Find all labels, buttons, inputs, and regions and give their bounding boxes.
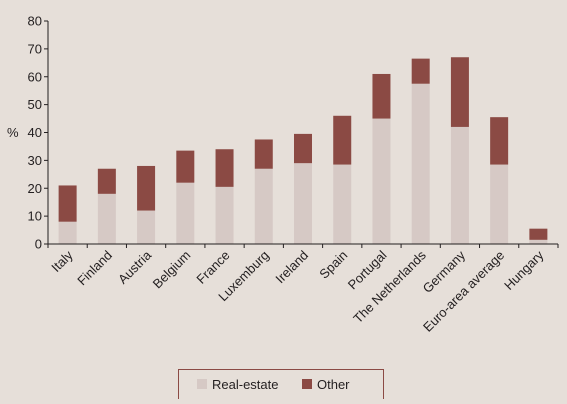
bar-other-italy	[58, 185, 77, 222]
legend-swatch-real-estate	[197, 379, 207, 389]
bar-other-luxemburg	[254, 139, 273, 169]
bar-real-estate-france	[215, 186, 234, 244]
bar-other-austria	[137, 165, 156, 211]
legend-label-real-estate: Real-estate	[212, 377, 278, 392]
y-tick-label-80: 80	[28, 14, 42, 29]
bar-real-estate-finland	[97, 193, 116, 244]
y-axis-label: %	[7, 125, 19, 140]
legend-swatch-other	[302, 379, 312, 389]
x-tick-label-belgium: Belgium	[150, 248, 194, 292]
y-tick-label-50: 50	[28, 97, 42, 112]
bar-other-spain	[333, 115, 352, 165]
y-tick-label-30: 30	[28, 153, 42, 168]
x-tick-label-ireland: Ireland	[272, 248, 311, 287]
bar-real-estate-spain	[333, 164, 352, 244]
bar-real-estate-germany	[450, 126, 469, 244]
bar-real-estate-the-netherlands	[411, 83, 430, 244]
bar-other-portugal	[372, 73, 391, 119]
bar-real-estate-portugal	[372, 118, 391, 244]
bar-other-hungary	[529, 228, 548, 240]
x-tick-label-italy: Italy	[48, 247, 76, 275]
bar-other-ireland	[294, 133, 312, 164]
bar-other-france	[215, 149, 234, 187]
y-tick-label-40: 40	[28, 125, 42, 140]
bar-other-finland	[97, 168, 116, 194]
legend-box	[178, 369, 384, 404]
bars-layer	[58, 57, 548, 244]
bar-other-euro-area-average	[490, 117, 509, 165]
y-tick-label-20: 20	[28, 181, 42, 196]
bar-real-estate-hungary	[529, 239, 548, 244]
x-tick-label-finland: Finland	[74, 248, 115, 289]
bar-real-estate-ireland	[294, 163, 312, 244]
bar-real-estate-luxemburg	[254, 168, 273, 244]
bar-real-estate-italy	[58, 221, 77, 244]
y-tick-label-0: 0	[35, 237, 42, 252]
legend-label-other: Other	[317, 377, 350, 392]
y-tick-label-10: 10	[28, 209, 42, 224]
x-tick-label-spain: Spain	[316, 248, 350, 282]
bar-real-estate-belgium	[176, 182, 195, 244]
x-tick-label-the-netherlands: The Netherlands	[350, 247, 429, 326]
bar-real-estate-euro-area-average	[490, 164, 509, 244]
legend: Real-estate Other	[178, 369, 384, 404]
x-tick-label-hungary: Hungary	[501, 247, 547, 293]
bar-other-germany	[450, 57, 469, 127]
bar-other-belgium	[176, 150, 195, 183]
y-tick-label-70: 70	[28, 41, 42, 56]
bar-other-the-netherlands	[411, 58, 430, 84]
y-tick-label-60: 60	[28, 69, 42, 84]
bar-real-estate-austria	[137, 210, 156, 244]
